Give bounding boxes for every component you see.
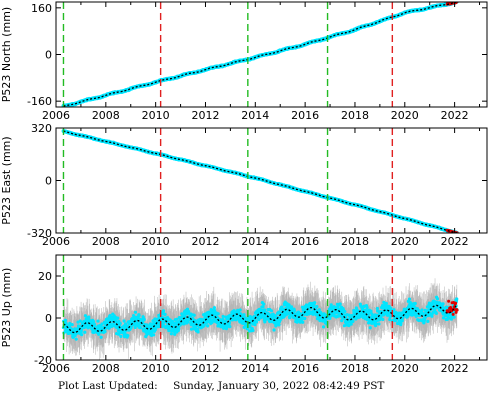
model-line [63, 130, 458, 233]
data-point [107, 326, 111, 330]
data-point [242, 325, 246, 329]
data-point [118, 321, 122, 326]
data-point [248, 324, 252, 328]
y-tick-label: 0 [45, 49, 52, 62]
data-point [175, 317, 179, 321]
x-tick-label: 2012 [191, 235, 219, 248]
data-point [135, 321, 139, 325]
data-point [251, 328, 255, 333]
data-point [122, 319, 126, 323]
data-point [253, 322, 257, 327]
x-tick-label: 2006 [42, 109, 70, 122]
model-line [63, 2, 458, 107]
x-tick-label: 2016 [291, 235, 319, 248]
data-point [221, 317, 225, 322]
data-point [192, 313, 196, 317]
data-point [91, 319, 96, 324]
data-point [100, 322, 104, 326]
y-tick-label: -160 [27, 95, 52, 108]
data-point [99, 335, 103, 339]
data-point [228, 324, 232, 329]
panel-north: 2006 2008 2010 2012 2014 2016 2018 2020 2022 -160… [0, 1, 488, 122]
data-point [186, 320, 190, 324]
panel-up: 2006 2008 2010 2012 2014 2016 2018 2020 2022-200… [0, 254, 488, 375]
data-point [204, 320, 209, 324]
y-tick-label: 160 [31, 2, 52, 15]
data-point [196, 330, 200, 334]
y-tick-label: 320 [31, 122, 52, 135]
data-point [126, 333, 130, 338]
data-point [96, 319, 100, 323]
y-axis-label: P523 East (mm) [0, 136, 13, 224]
data-point [87, 315, 91, 319]
data-point [83, 330, 87, 334]
data-point [212, 306, 216, 310]
data-point [186, 309, 191, 314]
data-layer [61, 278, 459, 360]
x-tick-label: 2014 [241, 235, 269, 248]
data-point [242, 313, 246, 317]
data-point [167, 328, 171, 333]
x-tick-label: 2012 [191, 109, 219, 122]
data-point [225, 325, 229, 329]
x-tick-label: 2008 [92, 109, 120, 122]
y-tick-label: -320 [27, 227, 52, 240]
data-layer [61, 2, 459, 107]
x-tick-label: 2010 [142, 109, 170, 122]
x-tick-label: 2018 [341, 109, 369, 122]
panel-east: 2006 2008 2010 2012 2014 2016 2018 2020 2022 -320… [0, 122, 488, 248]
data-point [206, 324, 210, 328]
data-point [216, 312, 220, 316]
x-tick-label: 2006 [42, 235, 70, 248]
data-point [177, 327, 181, 331]
data-point [189, 327, 194, 331]
data-point [138, 326, 142, 330]
data-point [168, 318, 172, 322]
y-axis-label: P523 North (mm) [0, 7, 13, 102]
data-point [161, 309, 166, 313]
data-point [173, 332, 177, 336]
data-point [221, 314, 225, 319]
data-point [83, 314, 88, 318]
data-point [245, 327, 249, 331]
x-tick-label: 2014 [241, 109, 269, 122]
data-point [119, 334, 123, 338]
x-tick-label: 2018 [341, 235, 369, 248]
data-point [63, 318, 68, 322]
data-point [78, 319, 82, 323]
data-point [133, 310, 138, 314]
data-point [142, 317, 146, 322]
data-point [74, 337, 78, 341]
x-tick-label: 2022 [441, 235, 469, 248]
data-point [103, 330, 107, 334]
data-point [169, 332, 173, 336]
x-tick-label: 2020 [391, 235, 419, 248]
y-tick-label: 0 [45, 175, 52, 188]
data-point [152, 333, 156, 337]
data-point [116, 316, 120, 320]
data-point [254, 320, 259, 324]
x-tick-label: 2022 [441, 109, 469, 122]
data-point [183, 314, 187, 318]
x-tick-label: 2020 [391, 109, 419, 122]
x-tick-label: 2010 [142, 235, 170, 248]
data-point [137, 313, 141, 317]
data-point [163, 312, 167, 316]
data-layer [61, 129, 459, 233]
data-point [70, 322, 74, 327]
data-point [238, 308, 242, 312]
data-point [92, 322, 97, 326]
data-point [80, 333, 84, 337]
x-tick-label: 2008 [92, 235, 120, 248]
x-tick-label: 2016 [291, 109, 319, 122]
